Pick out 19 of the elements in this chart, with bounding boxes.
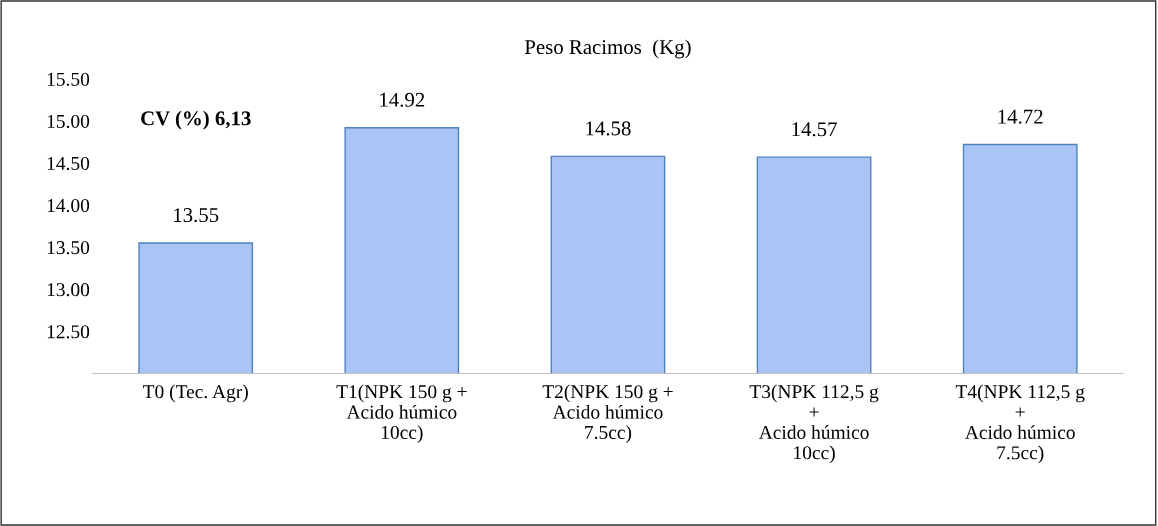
x-tick-label: T2(NPK 150 g + Acido húmico 7.5cc): [542, 384, 673, 443]
y-tick-label: 13.00: [47, 283, 90, 297]
chart-title: Peso Racimos (Kg): [524, 39, 691, 59]
data-label: 14.57: [792, 122, 837, 137]
y-tick-label: 15.50: [47, 72, 90, 86]
data-label: 14.72: [998, 109, 1043, 124]
x-tick-label: T0 (Tec. Agr): [143, 384, 248, 403]
x-tick-label: T3(NPK 112,5 g + Acido húmico 10cc): [749, 384, 879, 464]
y-tick-label: 14.50: [47, 156, 90, 171]
y-tick-label: 12.50: [47, 325, 90, 339]
y-tick-label: 14.00: [47, 198, 90, 213]
data-label: 14.92: [380, 92, 425, 107]
annotation: CV (%) 6,13: [141, 110, 251, 130]
y-tick-label: 13.50: [47, 241, 90, 255]
data-label: 14.58: [586, 121, 631, 136]
y-tick-label: 15.00: [47, 114, 90, 128]
x-tick-label: T1(NPK 150 g + Acido húmico 10cc): [336, 384, 467, 443]
data-label: 13.55: [174, 208, 219, 223]
x-tick-label: T4(NPK 112,5 g + Acido húmico 7.5cc): [955, 384, 1085, 464]
